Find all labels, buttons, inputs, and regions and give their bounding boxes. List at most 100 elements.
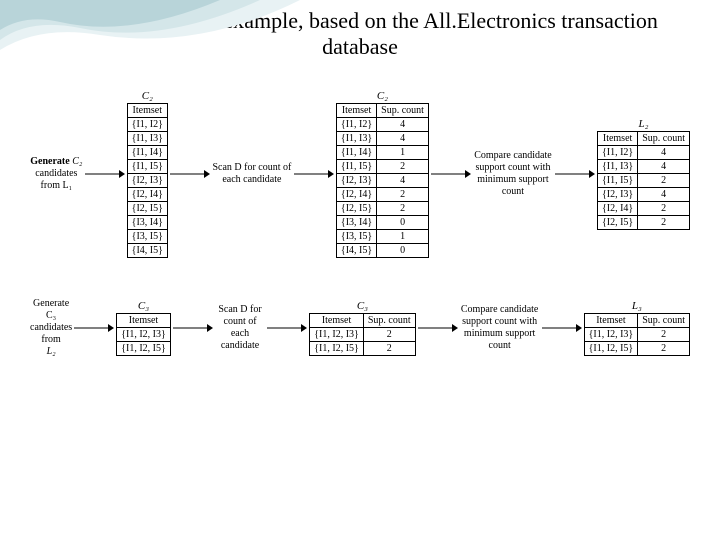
table-cell: {I1, I5} [336, 160, 376, 174]
table-row: {I2, I5}2 [336, 202, 428, 216]
table-row: {I1, I2, I3}2 [310, 328, 415, 342]
table-cell: {I1, I2, I3} [310, 328, 364, 342]
scan-d-label: Scan D for count of each candidate [212, 162, 292, 186]
arrow-icon [418, 323, 458, 333]
table-row: {I2, I5} [127, 202, 167, 216]
table-cell: 2 [363, 328, 415, 342]
table-cell: 4 [638, 160, 690, 174]
table-c3-itemset: C₃ Itemset{I1, I2, I3}{I1, I2, I5} [116, 300, 171, 356]
table-cell: {I2, I5} [597, 216, 637, 230]
arrow-icon [173, 323, 213, 333]
table-cell: {I3, I4} [336, 216, 376, 230]
table-cell: 2 [377, 202, 429, 216]
table-c2-itemset: C₂ Itemset{I1, I2}{I1, I3}{I1, I4}{I1, I… [127, 90, 168, 258]
table-header: Sup. count [377, 104, 429, 118]
table-row: {I2, I3}4 [597, 188, 689, 202]
table-cell: {I2, I4} [597, 202, 637, 216]
table-cell: {I1, I2} [597, 146, 637, 160]
table-cell: 1 [377, 146, 429, 160]
arrow-icon [85, 169, 125, 179]
table-row: {I3, I5} [127, 230, 167, 244]
table-row: {I1, I2}4 [336, 118, 428, 132]
table-cell: 0 [377, 216, 429, 230]
table-cell: 2 [638, 202, 690, 216]
table-cell: {I1, I2, I5} [584, 342, 638, 356]
table-row: {I1, I2} [127, 118, 167, 132]
table-cell: 2 [638, 216, 690, 230]
table-row: {I2, I4}2 [597, 202, 689, 216]
table-l2: L₂ ItemsetSup. count{I1, I2}4{I1, I3}4{I… [597, 118, 690, 230]
table-cell: {I1, I3} [597, 160, 637, 174]
table-row: {I2, I3}4 [336, 174, 428, 188]
table-cell: 2 [363, 342, 415, 356]
compare-label: Compare candidate support count with min… [460, 304, 540, 352]
table-cell: {I4, I5} [336, 244, 376, 258]
table-cell: {I1, I4} [336, 146, 376, 160]
table-cell: {I1, I2, I3} [584, 328, 638, 342]
table-l3: L₃ ItemsetSup. count{I1, I2, I3}2{I1, I2… [584, 300, 690, 356]
table-row: {I1, I5} [127, 160, 167, 174]
table-row: {I3, I4}0 [336, 216, 428, 230]
table-cell: {I2, I4} [336, 188, 376, 202]
table-cell: {I1, I3} [127, 132, 167, 146]
table-row: {I1, I4} [127, 146, 167, 160]
table-row: {I1, I4}1 [336, 146, 428, 160]
arrow-icon [294, 169, 334, 179]
table-cell: 4 [638, 188, 690, 202]
table-cell: 2 [638, 328, 690, 342]
compare-label: Compare candidate support count with min… [473, 150, 553, 198]
generate-c2-label: Generate C₂ candidates from L₁ [30, 156, 83, 192]
page-title: Apriori algorithm example, based on the … [0, 0, 720, 60]
table-cell: {I1, I2} [336, 118, 376, 132]
table-header: Itemset [584, 314, 638, 328]
table-header: Itemset [127, 104, 167, 118]
table-cell: {I1, I2, I5} [117, 342, 171, 356]
table-header: Itemset [597, 132, 637, 146]
table-header: Itemset [117, 314, 171, 328]
table-row: {I1, I2, I3} [117, 328, 171, 342]
generate-c3-label: Generate C₃ candidates from L₂ [30, 298, 72, 358]
table-cell: {I1, I2, I5} [310, 342, 364, 356]
table-cell: {I2, I5} [127, 202, 167, 216]
table-cell: {I4, I5} [127, 244, 167, 258]
table-cell: {I3, I5} [127, 230, 167, 244]
table-cell: 4 [377, 132, 429, 146]
table-cell: 1 [377, 230, 429, 244]
table-cell: {I1, I4} [127, 146, 167, 160]
table-cell: {I2, I3} [597, 188, 637, 202]
scan-d-label: Scan D for count of each candidate [215, 304, 265, 352]
table-cell: 0 [377, 244, 429, 258]
table-row: {I1, I2, I3}2 [584, 328, 689, 342]
table-cell: 4 [377, 174, 429, 188]
table-row: {I1, I5}2 [597, 174, 689, 188]
table-row: {I4, I5} [127, 244, 167, 258]
table-header: Itemset [336, 104, 376, 118]
table-cell: {I1, I3} [336, 132, 376, 146]
diagram-content: Generate C₂ candidates from L₁ C₂ Itemse… [0, 60, 720, 358]
table-cell: 2 [638, 342, 690, 356]
table-cell: {I1, I2} [127, 118, 167, 132]
table-header: Itemset [310, 314, 364, 328]
table-cell: {I2, I3} [336, 174, 376, 188]
table-cell: {I2, I4} [127, 188, 167, 202]
arrow-icon [74, 323, 114, 333]
table-cell: {I3, I4} [127, 216, 167, 230]
table-row: {I1, I3}4 [336, 132, 428, 146]
table-row: {I1, I2, I5} [117, 342, 171, 356]
table-row: {I1, I5}2 [336, 160, 428, 174]
table-row: {I1, I3}4 [597, 160, 689, 174]
table-cell: 2 [638, 174, 690, 188]
table-row: {I2, I4} [127, 188, 167, 202]
table-row: {I1, I2, I5}2 [310, 342, 415, 356]
table-header: Sup. count [638, 132, 690, 146]
pipeline-row-c2: Generate C₂ candidates from L₁ C₂ Itemse… [30, 90, 690, 258]
table-cell: {I2, I5} [336, 202, 376, 216]
table-row: {I2, I4}2 [336, 188, 428, 202]
table-c2-support: C₂ ItemsetSup. count{I1, I2}4{I1, I3}4{I… [336, 90, 429, 258]
arrow-icon [555, 169, 595, 179]
table-header: Sup. count [363, 314, 415, 328]
table-row: {I2, I5}2 [597, 216, 689, 230]
table-row: {I4, I5}0 [336, 244, 428, 258]
table-row: {I1, I2, I5}2 [584, 342, 689, 356]
table-row: {I3, I5}1 [336, 230, 428, 244]
